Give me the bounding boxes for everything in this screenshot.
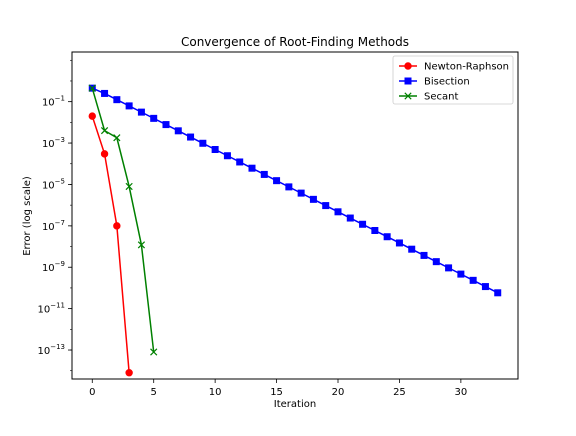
series-line-secant [91,87,155,353]
y-tick-label: 10−3 [42,136,65,150]
data-point-bisection [334,208,342,216]
data-point-bisection [125,102,133,110]
data-point-bisection [408,245,416,253]
x-axis-label: Iteration [274,399,316,410]
x-tick-label: 15 [270,387,283,398]
y-tick-label: 10−7 [42,219,65,233]
data-point-bisection [309,195,317,203]
y-tick-label: 10−11 [37,302,65,316]
data-point-bisection [260,170,268,178]
data-point-newton-raphson [125,369,133,377]
data-point-newton-raphson [88,112,96,120]
y-tick-label: 10−5 [42,177,65,191]
series-line-newton-raphson [91,115,130,373]
data-point-bisection [420,251,428,259]
data-point-bisection [457,270,465,278]
data-point-bisection [137,108,145,116]
data-point-bisection [383,233,391,241]
legend-label-bisection: Bisection [424,77,470,88]
data-point-bisection [223,152,231,160]
data-point-bisection [101,89,109,97]
y-tick-label-base: 10 [42,139,55,150]
data-point-newton-raphson [100,150,109,158]
x-tick-label: 0 [89,387,95,398]
y-tick-label-exponent: −13 [50,343,65,351]
data-point-newton-raphson [113,222,121,230]
data-point-bisection [162,121,170,129]
y-tick-label-exponent: −3 [55,136,65,144]
series-newton-raphson [88,112,133,377]
legend-marker-secant [404,92,412,100]
legend: Newton-Raphson Bisection Secant [392,55,514,105]
legend-marker-bisection [404,77,412,85]
data-point-bisection [432,258,440,266]
data-point-bisection [469,276,477,284]
x-tick-label: 20 [332,387,345,398]
data-point-secant [137,241,146,249]
series-bisection [88,84,502,297]
data-point-bisection [199,139,207,147]
data-point-bisection [187,133,195,141]
data-point-bisection [285,183,293,191]
data-point-secant [100,126,109,135]
data-point-bisection [445,264,453,272]
data-point-secant [150,348,158,356]
y-tick-label-base: 10 [37,305,50,316]
data-point-bisection [359,220,367,228]
y-tick-label: 10−13 [37,343,65,357]
data-point-bisection [346,214,354,222]
y-tick-label-exponent: −5 [55,177,65,185]
data-point-bisection [113,96,121,104]
data-point-bisection [322,202,330,210]
data-point-bisection [236,158,244,166]
x-tick-label: 5 [151,387,157,398]
data-point-secant [113,134,121,142]
y-tick-label-exponent: −7 [55,219,65,227]
legend-label-secant: Secant [424,92,458,103]
y-tick-label: 10−1 [42,95,65,109]
y-tick-label-exponent: −1 [55,95,65,103]
y-tick-label: 10−9 [42,260,65,274]
x-tick-label: 25 [393,387,406,398]
data-point-bisection [395,239,403,247]
data-point-bisection [248,164,256,172]
chart-title: Convergence of Root-Finding Methods [181,35,409,49]
y-tick-label-base: 10 [37,346,50,357]
data-point-bisection [494,289,502,297]
data-point-secant [88,84,96,92]
series-secant [88,84,158,356]
y-tick-label-base: 10 [42,222,55,233]
x-tick-label: 10 [209,387,222,398]
data-point-bisection [211,146,219,154]
plot-area [88,84,502,377]
data-point-secant [125,182,133,191]
y-axis-label: Error (log scale) [22,176,33,256]
y-tick-label-exponent: −11 [50,302,65,310]
legend-label-newton-raphson: Newton-Raphson [424,62,509,73]
data-point-bisection [174,127,182,135]
legend-box [392,55,514,105]
data-point-bisection [297,189,305,197]
x-tick-label: 30 [455,387,468,398]
y-tick-label-base: 10 [42,98,55,109]
data-point-bisection [273,177,281,185]
data-point-bisection [481,283,489,291]
y-tick-label-base: 10 [42,263,55,274]
series-line-bisection [91,87,499,294]
y-tick-label-exponent: −9 [55,260,65,268]
data-point-bisection [371,226,379,234]
legend-marker-newton-raphson [404,62,412,70]
y-tick-label-base: 10 [42,180,55,191]
x-ticks: 0 5 10 15 20 25 30 [89,379,467,398]
plot-frame [71,51,519,380]
data-point-bisection [150,114,158,122]
